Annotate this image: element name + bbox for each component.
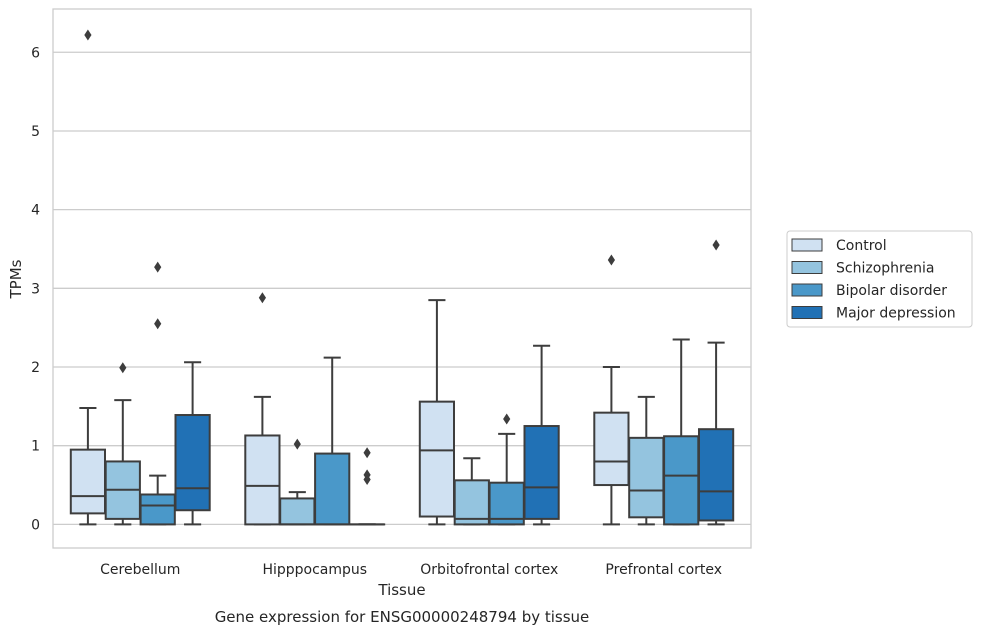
- box-schizophrenia: [279, 438, 316, 526]
- box-iqr: [628, 436, 665, 519]
- y-tick-label: 1: [31, 439, 40, 455]
- box-iqr: [593, 411, 630, 487]
- outlier-point: [503, 413, 511, 425]
- box-schizophrenia: [628, 395, 665, 526]
- outlier-point: [119, 362, 127, 374]
- box-iqr: [453, 479, 490, 526]
- legend-swatch: [791, 238, 823, 252]
- outlier-point: [363, 447, 371, 459]
- box-bipolar-disorder: [139, 261, 176, 526]
- legend-frame: [786, 230, 973, 328]
- x-tick-label: Orbitofrontal cortex: [420, 562, 558, 578]
- boxes: [69, 29, 735, 526]
- box-iqr: [418, 400, 456, 518]
- outlier-point: [293, 438, 301, 450]
- plot-frame: [52, 8, 752, 549]
- box-major-depression: [174, 361, 211, 526]
- outlier-point: [258, 292, 266, 304]
- y-tick-label: 0: [31, 517, 40, 533]
- outlier-point: [154, 318, 162, 330]
- outlier-point: [154, 261, 162, 273]
- box-bipolar-disorder: [314, 356, 351, 526]
- y-tick-labels: 0 1 2 3 4 5 6: [31, 45, 40, 533]
- chart-caption: Gene expression for ENSG00000248794 by t…: [215, 608, 590, 626]
- outlier-point: [607, 254, 615, 266]
- outlier-point: [363, 469, 371, 481]
- box-control: [69, 29, 107, 526]
- box-iqr: [523, 425, 560, 520]
- box-iqr: [314, 452, 351, 526]
- legend-label: Major depression: [836, 306, 956, 322]
- legend-label: Control: [836, 238, 887, 254]
- box-control: [418, 299, 456, 526]
- y-tick-label: 5: [31, 124, 40, 140]
- y-tick-label: 2: [31, 360, 40, 376]
- y-tick-label: 6: [31, 45, 40, 61]
- legend-swatch: [791, 306, 823, 319]
- box-major-depression: [697, 239, 735, 526]
- box-iqr: [139, 493, 176, 526]
- y-tick-label: 4: [31, 203, 40, 219]
- box-schizophrenia: [453, 457, 490, 526]
- y-axis-title: TPMs: [7, 259, 25, 299]
- box-iqr: [69, 448, 107, 515]
- legend-swatch: [791, 261, 823, 274]
- outlier-point: [84, 29, 92, 41]
- box-iqr: [697, 428, 735, 522]
- box-bipolar-disorder: [488, 413, 525, 526]
- box-iqr: [663, 435, 700, 526]
- box-iqr: [244, 434, 281, 526]
- outlier-point: [712, 239, 720, 251]
- x-axis-title: Tissue: [377, 581, 425, 599]
- box-iqr: [174, 414, 211, 512]
- box-major-depression: [348, 447, 386, 526]
- box-control: [244, 292, 281, 526]
- legend-label: Bipolar disorder: [836, 283, 947, 299]
- legend: Control Schizophrenia Bipolar disorder Majo…: [786, 230, 973, 328]
- legend-swatch: [791, 283, 823, 297]
- box-control: [593, 254, 630, 526]
- grid-lines: [53, 51, 751, 526]
- x-tick-label: Hipppocampus: [262, 562, 367, 578]
- x-tick-labels: Cerebellum Hipppocampus Orbitofrontal cort…: [100, 562, 722, 578]
- legend-label: Schizophrenia: [836, 261, 934, 277]
- x-tick-label: Cerebellum: [100, 562, 180, 578]
- box-iqr: [279, 497, 316, 526]
- box-major-depression: [523, 344, 560, 526]
- x-tick-label: Prefrontal cortex: [605, 562, 722, 578]
- y-tick-label: 3: [31, 281, 40, 297]
- box-schizophrenia: [104, 362, 141, 526]
